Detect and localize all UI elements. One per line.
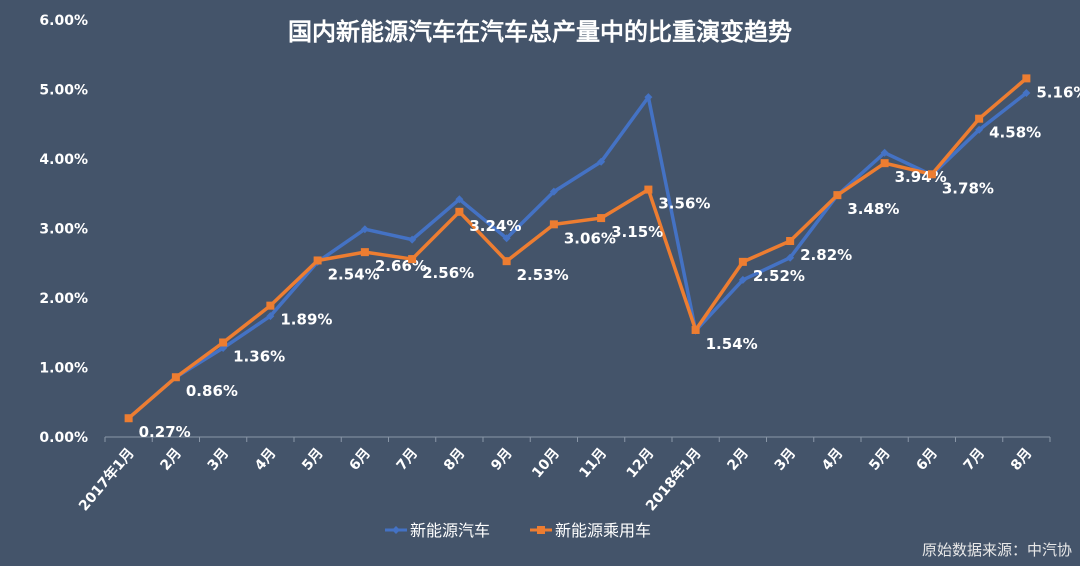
x-tick-label: 12月 bbox=[624, 445, 658, 481]
data-point bbox=[975, 125, 984, 134]
data-point bbox=[408, 255, 417, 264]
data-point bbox=[313, 256, 322, 265]
x-tick-label: 6月 bbox=[913, 445, 941, 473]
x-tick-label: 2月 bbox=[157, 445, 185, 473]
data-point bbox=[360, 248, 369, 257]
data-label: 2.53% bbox=[517, 266, 569, 284]
data-point bbox=[171, 373, 180, 382]
data-label: 2.82% bbox=[800, 246, 852, 264]
legend-marker bbox=[392, 526, 400, 534]
x-tick-label: 5月 bbox=[299, 445, 327, 473]
data-point bbox=[927, 170, 936, 179]
x-tick-label: 8月 bbox=[441, 445, 469, 473]
data-point bbox=[1022, 88, 1031, 97]
y-tick-label: 6.00% bbox=[39, 13, 88, 29]
data-point bbox=[644, 93, 653, 102]
data-point bbox=[738, 257, 747, 266]
data-point bbox=[360, 225, 369, 234]
data-point bbox=[738, 275, 747, 284]
data-label: 3.06% bbox=[564, 229, 616, 247]
data-label: 1.89% bbox=[280, 311, 332, 329]
data-point bbox=[597, 214, 606, 223]
x-tick-label: 10月 bbox=[529, 445, 563, 481]
x-tick-label: 8月 bbox=[1008, 445, 1036, 473]
data-label: 2.56% bbox=[422, 264, 474, 282]
data-point bbox=[880, 148, 889, 157]
data-point bbox=[124, 414, 133, 423]
data-label: 1.36% bbox=[233, 347, 285, 365]
data-point bbox=[1022, 74, 1031, 83]
y-tick-label: 2.00% bbox=[39, 291, 88, 307]
x-tick-label: 3月 bbox=[205, 445, 233, 473]
x-tick-label: 3月 bbox=[772, 445, 800, 473]
data-point bbox=[597, 157, 606, 166]
series-line-1 bbox=[127, 91, 1028, 420]
x-tick-label: 5月 bbox=[866, 445, 894, 473]
series-line-2 bbox=[127, 77, 1028, 420]
data-label: 3.48% bbox=[847, 200, 899, 218]
data-label: 3.24% bbox=[469, 217, 521, 235]
data-point bbox=[833, 191, 842, 200]
data-point bbox=[455, 207, 464, 216]
data-point bbox=[644, 185, 653, 194]
data-point bbox=[786, 253, 795, 262]
data-point bbox=[266, 301, 275, 310]
x-tick-label: 4月 bbox=[819, 445, 847, 473]
data-label: 0.86% bbox=[186, 382, 238, 400]
y-tick-label: 3.00% bbox=[39, 222, 88, 238]
data-point bbox=[549, 187, 558, 196]
data-point bbox=[266, 312, 275, 321]
y-tick-label: 5.00% bbox=[39, 83, 88, 99]
y-tick-label: 0.00% bbox=[39, 430, 88, 446]
legend-marker bbox=[537, 526, 545, 534]
x-tick-label: 9月 bbox=[488, 445, 516, 473]
data-label: 2.54% bbox=[328, 265, 380, 283]
x-tick-label: 4月 bbox=[252, 445, 280, 473]
data-label: 5.16% bbox=[1036, 83, 1080, 101]
data-point bbox=[880, 159, 889, 168]
data-label: 4.58% bbox=[989, 124, 1041, 142]
x-tick-label: 2月 bbox=[724, 445, 752, 473]
data-label: 3.56% bbox=[658, 195, 710, 213]
data-point bbox=[691, 325, 700, 334]
x-tick-label: 6月 bbox=[346, 445, 374, 473]
y-tick-label: 1.00% bbox=[39, 361, 88, 377]
x-tick-label: 7月 bbox=[961, 445, 989, 473]
data-point bbox=[786, 237, 795, 246]
data-point bbox=[219, 338, 228, 347]
data-point bbox=[455, 195, 464, 204]
data-label: 3.78% bbox=[942, 179, 994, 197]
source-note: 原始数据来源：中汽协 bbox=[921, 541, 1072, 559]
y-tick-label: 4.00% bbox=[39, 152, 88, 168]
data-label: 1.54% bbox=[706, 335, 758, 353]
data-label: 0.27% bbox=[139, 423, 191, 441]
data-label: 3.15% bbox=[611, 223, 663, 241]
x-tick-label: 2017年1月 bbox=[75, 445, 137, 515]
data-label: 3.94% bbox=[895, 168, 947, 186]
chart-title: 国内新能源汽车在汽车总产量中的比重演变趋势 bbox=[288, 18, 792, 46]
data-point bbox=[975, 114, 984, 123]
data-label: 2.66% bbox=[375, 257, 427, 275]
legend-label: 新能源汽车 bbox=[410, 521, 490, 540]
x-tick-label: 7月 bbox=[394, 445, 422, 473]
legend-label: 新能源乘用车 bbox=[555, 521, 651, 540]
x-tick-label: 11月 bbox=[576, 445, 610, 481]
data-point bbox=[502, 234, 511, 243]
data-point bbox=[408, 235, 417, 244]
data-point bbox=[502, 257, 511, 266]
data-point bbox=[549, 220, 558, 229]
data-label: 2.52% bbox=[753, 267, 805, 285]
